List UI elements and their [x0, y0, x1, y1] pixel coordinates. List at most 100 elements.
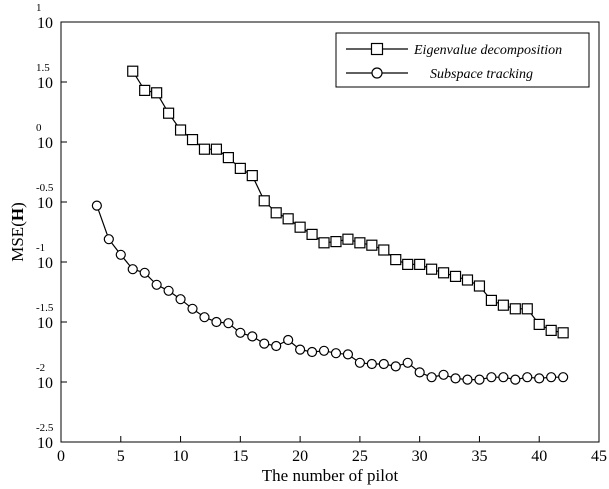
data-point-circle [378, 358, 389, 370]
data-point-circle [342, 349, 354, 360]
data-point-circle [402, 357, 413, 368]
data-point-circle [462, 374, 473, 385]
y-tick-base: 10 [37, 135, 53, 152]
x-tick-label: 35 [471, 448, 487, 465]
data-point-circle [306, 346, 318, 358]
data-point-square [521, 303, 533, 315]
y-tick-base: 10 [37, 15, 53, 32]
data-point-circle [426, 372, 437, 383]
y-tick-exponent: -0.5 [36, 182, 54, 194]
data-point-circle [450, 373, 461, 384]
y-tick-exponent: -1.5 [36, 302, 54, 314]
data-point-square [151, 87, 163, 99]
data-point-circle [163, 285, 174, 296]
y-tick-base: 10 [37, 375, 53, 392]
data-point-circle [522, 372, 533, 383]
data-point-circle [438, 369, 449, 380]
y-tick-base: 10 [37, 315, 53, 332]
x-tick-label: 0 [57, 448, 65, 465]
data-point-square [473, 280, 486, 292]
legend-label-subspace: Subspace tracking [430, 67, 533, 82]
data-point-square [210, 143, 223, 155]
data-point-square [509, 303, 521, 315]
data-point-square [234, 162, 246, 174]
data-point-square [294, 221, 306, 233]
data-point-square [402, 258, 414, 270]
data-point-circle [127, 264, 138, 275]
data-point-circle [354, 357, 365, 368]
data-point-circle [247, 331, 258, 342]
y-tick-base: 10 [37, 435, 53, 452]
data-point-square [437, 267, 450, 279]
y-tick-exponent: 1 [36, 2, 42, 14]
y-tick-exponent: -2 [36, 362, 45, 374]
data-point-circle [390, 361, 401, 372]
data-point-square [461, 274, 474, 286]
data-point-circle [414, 367, 425, 378]
data-point-circle [510, 374, 521, 385]
data-point-circle [151, 279, 162, 290]
data-point-square [390, 254, 402, 266]
x-axis-label: The number of pilot [262, 466, 399, 485]
data-point-circle [330, 348, 342, 359]
x-tick-label: 15 [232, 448, 248, 465]
y-tick-exponent: -2.5 [36, 422, 54, 434]
data-point-circle [546, 372, 557, 383]
data-point-circle [295, 344, 306, 355]
y-tick-base: 10 [37, 75, 53, 92]
y-tick-base: 10 [37, 255, 53, 272]
data-point-square [222, 152, 234, 164]
data-point-circle [259, 338, 270, 349]
data-point-circle [199, 312, 210, 323]
data-point-square [497, 299, 509, 311]
data-point-square [282, 213, 294, 225]
data-point-circle [139, 267, 150, 278]
data-point-square [139, 84, 151, 97]
x-tick-label: 25 [352, 448, 368, 465]
data-point-square [306, 228, 318, 240]
data-point-square [198, 143, 211, 155]
data-point-square [533, 318, 545, 330]
series-line-subspace [96, 205, 564, 381]
y-axis-label: MSE(H) [8, 202, 27, 262]
series-layer [91, 65, 569, 385]
x-axis: 0 5 10 15 20 25 30 35 40 45 [57, 436, 607, 465]
data-point-square [414, 258, 426, 270]
y-tick-exponent: -1 [36, 242, 45, 254]
legend-label-eigen: Eigenvalue decomposition [413, 43, 562, 58]
data-point-square [246, 170, 258, 182]
data-point-square [318, 237, 330, 249]
x-tick-label: 5 [117, 448, 125, 465]
data-point-circle [187, 303, 198, 314]
data-point-circle [235, 327, 246, 338]
data-point-square [163, 107, 175, 119]
data-point-circle [103, 234, 114, 245]
x-tick-label: 10 [173, 448, 189, 465]
y-tick-exponent: 0 [36, 122, 42, 134]
data-point-circle [271, 340, 282, 352]
data-point-circle [498, 372, 509, 383]
data-point-square [485, 294, 497, 306]
y-tick-exponent: 1.5 [36, 62, 50, 74]
y-tick-base: 10 [37, 195, 53, 212]
data-point-square [449, 270, 462, 282]
x-tick-label: 30 [412, 448, 428, 465]
data-point-square [174, 124, 187, 136]
data-point-square [366, 239, 378, 251]
x-tick-label: 40 [531, 448, 547, 465]
data-point-square [378, 244, 390, 256]
legend: Eigenvalue decomposition Subspace tracki… [335, 32, 590, 88]
data-point-square [270, 207, 282, 219]
data-point-square [545, 324, 557, 336]
data-point-square [330, 236, 342, 248]
data-point-circle [211, 316, 222, 328]
x-tick-label: 45 [591, 448, 607, 465]
data-point-circle [115, 249, 126, 260]
data-point-circle [366, 358, 377, 370]
data-point-circle [175, 294, 186, 305]
data-point-circle [318, 345, 330, 356]
x-tick-label: 20 [292, 448, 308, 465]
legend-circle-marker [371, 67, 383, 79]
